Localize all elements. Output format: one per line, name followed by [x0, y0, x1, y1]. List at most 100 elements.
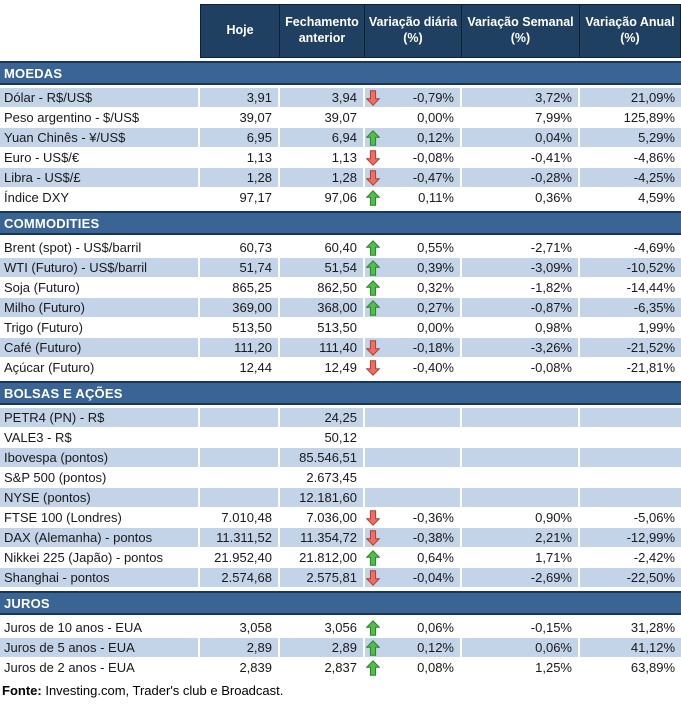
- column-header-variacao-semanal: Variação Semanal (%): [462, 4, 580, 58]
- cell-variacao-semanal: -0,08%: [462, 358, 580, 377]
- cell-fechamento-anterior: 21.812,00: [280, 548, 365, 567]
- cell-variacao-semanal: -3,09%: [462, 258, 580, 277]
- table-row-dax-alemanha-pontos: DAX (Alemanha) - pontos 11.311,52 11.354,7…: [0, 528, 681, 548]
- section-title: MOEDAS: [4, 65, 63, 81]
- cell-hoje: 513,50: [200, 318, 280, 337]
- cell-variacao-diaria: -0,47%: [365, 168, 462, 187]
- cell-variacao-diaria: -0,08%: [365, 148, 462, 167]
- cell-fechamento-anterior: 2.673,45: [280, 468, 365, 487]
- variacao-diaria-value: 0,12%: [417, 130, 454, 145]
- no-arrow: [366, 469, 381, 487]
- cell-label: Nikkei 225 (Japão) - pontos: [0, 548, 200, 567]
- cell-variacao-semanal: [462, 468, 580, 487]
- cell-variacao-anual: 1,99%: [638, 320, 675, 335]
- cell-variacao-semanal: [462, 448, 580, 467]
- no-arrow: [366, 429, 381, 447]
- cell-label: NYSE (pontos): [0, 488, 200, 507]
- source-note: Fonte: Investing.com, Trader's club e Br…: [0, 678, 681, 698]
- cell-hoje: 39,07: [200, 108, 280, 127]
- cell-variacao-anual: -5,06%: [633, 510, 675, 525]
- cell-fechamento-anterior: 6,94: [280, 128, 365, 147]
- cell-variacao-anual: -21,52%: [580, 338, 681, 357]
- cell-variacao-diaria: [365, 408, 462, 427]
- cell-hoje: 51,74: [200, 258, 280, 277]
- table-row-nikkei-225-japao-pontos: Nikkei 225 (Japão) - pontos 21.952,40 21.8…: [0, 548, 681, 568]
- cell-fechamento-anterior: 2,89: [280, 638, 365, 657]
- cell-variacao-diaria: 0,06%: [365, 618, 462, 637]
- cell-label: Libra - US$/£: [0, 168, 200, 187]
- cell-variacao-diaria: 0,12%: [365, 638, 462, 657]
- table-body: MOEDAS Dólar - R$/US$ 3,91 3,94 -0,79% 3,72% 2…: [0, 61, 681, 678]
- cell-fechamento-anterior: 12,49: [280, 358, 365, 377]
- variacao-diaria-value: 0,55%: [417, 240, 454, 255]
- cell-variacao-anual: -4,69%: [633, 240, 675, 255]
- down-arrow-icon: [366, 339, 381, 357]
- section-title: BOLSAS E AÇÕES: [4, 385, 123, 401]
- cell-variacao-semanal: 0,36%: [462, 188, 580, 207]
- up-arrow-icon: [366, 259, 381, 277]
- source-label: Fonte:: [2, 683, 42, 698]
- cell-variacao-diaria: 0,32%: [365, 278, 462, 297]
- cell-variacao-diaria: -0,38%: [365, 528, 462, 547]
- cell-variacao-diaria: -0,18%: [365, 338, 462, 357]
- cell-variacao-diaria: 0,11%: [365, 188, 462, 207]
- table-row-juros-de-2-anos-eua: Juros de 2 anos - EUA 2,839 2,837 0,08% 1,25…: [0, 658, 681, 678]
- variacao-diaria-value: 0,08%: [417, 660, 454, 675]
- cell-variacao-diaria: [365, 448, 462, 467]
- cell-fechamento-anterior: 862,50: [280, 278, 365, 297]
- cell-variacao-anual: [580, 408, 681, 427]
- no-arrow: [366, 319, 381, 337]
- cell-hoje: 12,44: [200, 358, 280, 377]
- cell-variacao-anual: 63,89%: [630, 660, 675, 675]
- cell-fechamento-anterior: 1,28: [280, 168, 365, 187]
- table-row-ftse-100-londres: FTSE 100 (Londres) 7.010,48 7.036,00 -0,36%…: [0, 508, 681, 528]
- variacao-diaria-value: 0,06%: [417, 620, 454, 635]
- cell-variacao-semanal: 1,71%: [462, 548, 580, 567]
- table-row-trigo-futuro: Trigo (Futuro) 513,50 513,50 0,00% 0,98% 1,99…: [0, 318, 681, 338]
- cell-hoje: 11.311,52: [200, 528, 280, 547]
- table-row-vale3-r: VALE3 - R$ 50,12: [0, 428, 681, 448]
- cell-variacao-anual: -22,50%: [580, 568, 681, 587]
- cell-label: Juros de 2 anos - EUA: [0, 658, 200, 677]
- variacao-diaria-value: 0,12%: [417, 640, 454, 655]
- cell-fechamento-anterior: 51,54: [280, 258, 365, 277]
- cell-label: Brent (spot) - US$/barril: [0, 238, 200, 257]
- cell-variacao-anual: -10,52%: [580, 258, 681, 277]
- cell-variacao-anual: [580, 488, 681, 507]
- cell-fechamento-anterior: 85.546,51: [280, 448, 365, 467]
- cell-hoje: 3,058: [200, 618, 280, 637]
- cell-variacao-anual: 31,28%: [630, 620, 675, 635]
- cell-variacao-anual: -12,99%: [580, 528, 681, 547]
- cell-hoje: 2.574,68: [200, 568, 280, 587]
- cell-hoje: 2,89: [200, 638, 280, 657]
- up-arrow-icon: [366, 619, 381, 637]
- cell-variacao-diaria: [365, 468, 462, 487]
- variacao-diaria-value: 0,64%: [417, 550, 454, 565]
- down-arrow-icon: [366, 359, 381, 377]
- table-row-dolar-r-us: Dólar - R$/US$ 3,91 3,94 -0,79% 3,72% 21,09%: [0, 88, 681, 108]
- cell-hoje: 21.952,40: [200, 548, 280, 567]
- table-row-shanghai-pontos: Shanghai - pontos 2.574,68 2.575,81 -0,04% -…: [0, 568, 681, 588]
- cell-hoje: 6,95: [200, 128, 280, 147]
- cell-fechamento-anterior: 1,13: [280, 148, 365, 167]
- header-spacer: [0, 4, 200, 58]
- up-arrow-icon: [366, 639, 381, 657]
- cell-label: Café (Futuro): [0, 338, 200, 357]
- cell-variacao-anual: 5,29%: [580, 128, 681, 147]
- cell-variacao-anual: [580, 428, 681, 447]
- variacao-diaria-value: -0,79%: [412, 90, 454, 105]
- table-header-row: Hoje Fechamento anterior Variação diária…: [0, 4, 681, 58]
- down-arrow-icon: [366, 569, 381, 587]
- cell-fechamento-anterior: 11.354,72: [280, 528, 365, 547]
- table-row-acucar-futuro: Açúcar (Futuro) 12,44 12,49 -0,40% -0,08% -21…: [0, 358, 681, 378]
- table-row-yuan-chines-us: Yuan Chinês - ¥/US$ 6,95 6,94 0,12% 0,04% 5,2…: [0, 128, 681, 148]
- cell-hoje: 1,28: [200, 168, 280, 187]
- column-header-fechamento: Fechamento anterior: [280, 4, 365, 58]
- cell-fechamento-anterior: 39,07: [280, 108, 365, 127]
- variacao-diaria-value: -0,40%: [412, 360, 454, 375]
- cell-hoje: 7.010,48: [200, 508, 280, 527]
- variacao-diaria-value: 0,32%: [417, 280, 454, 295]
- cell-fechamento-anterior: 3,056: [280, 618, 365, 637]
- section-header-moedas: MOEDAS: [0, 61, 681, 85]
- cell-fechamento-anterior: 12.181,60: [280, 488, 365, 507]
